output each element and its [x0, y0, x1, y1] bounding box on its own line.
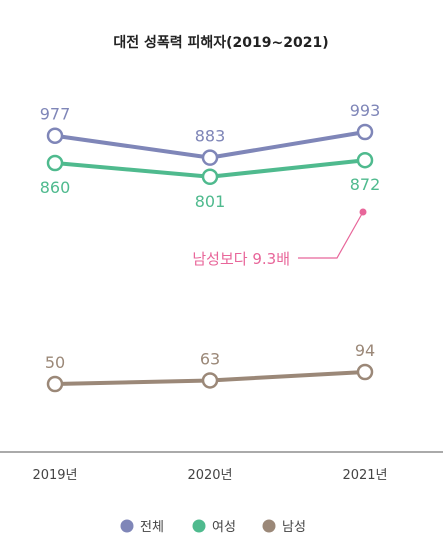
data-label-female-2: 872: [350, 175, 381, 194]
x-tick-label-1: 2020년: [187, 468, 232, 483]
legend-label-female: 여성: [212, 520, 236, 535]
x-tick-label-2: 2021년: [342, 468, 387, 483]
data-label-male-1: 63: [200, 349, 220, 368]
data-label-female-1: 801: [195, 192, 226, 211]
data-label-total-1: 883: [195, 127, 226, 146]
point-total-0: [46, 127, 64, 144]
point-male-0: [46, 375, 64, 393]
annotation-text: 남성보다 9.3배: [192, 250, 290, 268]
point-total-2: [356, 123, 374, 141]
legend-swatch-female: [192, 519, 206, 533]
data-label-total-2: 993: [350, 101, 381, 120]
legend-swatch-male: [262, 519, 276, 533]
data-label-male-0: 50: [45, 353, 65, 372]
point-female-1: [201, 168, 219, 186]
point-total-1: [201, 149, 219, 166]
legend-swatch-total: [120, 519, 134, 533]
annotation-leader-line: [298, 211, 364, 259]
point-male-2: [356, 363, 374, 381]
legend-label-total: 전체: [140, 520, 164, 535]
legend: 전체 여성 남성: [120, 519, 306, 535]
point-male-1: [201, 372, 219, 389]
chart-title: 대전 성폭력 피해자(2019~2021): [113, 34, 328, 51]
annotation: 남성보다 9.3배: [192, 208, 367, 268]
legend-label-male: 남성: [282, 520, 306, 535]
data-label-female-0: 860: [40, 178, 71, 197]
series-markers: [46, 123, 374, 393]
data-labels: 977 883 993 860 801 872 50 63 94: [40, 101, 381, 372]
data-label-total-0: 977: [40, 105, 71, 124]
point-female-2: [356, 151, 374, 169]
x-axis-ticks: 2019년 2020년 2021년: [32, 468, 387, 483]
data-label-male-2: 94: [355, 341, 375, 360]
point-female-0: [46, 154, 64, 172]
x-tick-label-0: 2019년: [32, 468, 77, 483]
